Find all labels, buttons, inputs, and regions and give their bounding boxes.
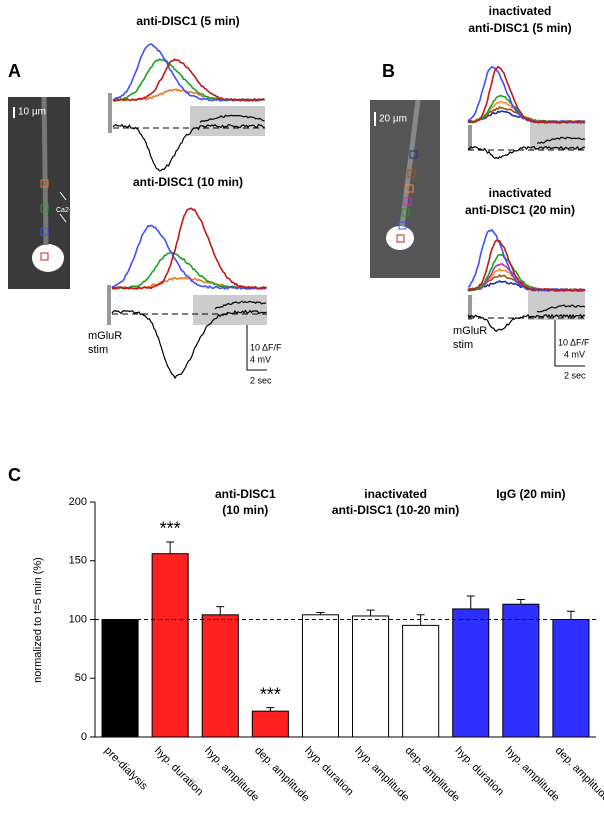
roi — [401, 208, 410, 217]
bar — [201, 614, 239, 738]
y-tick-label: 100 — [69, 613, 87, 625]
group-label: anti-DISC1 — [215, 487, 276, 501]
scale-label: 10 µm — [18, 107, 46, 118]
trace-title: anti-DISC1 (20 min) — [465, 203, 575, 217]
roi — [40, 204, 49, 213]
trace — [467, 239, 586, 292]
y-axis-label: normalized to t=5 min (%) — [32, 557, 44, 683]
x-tick-label: hyp. amplitude — [202, 745, 261, 804]
bar — [251, 710, 289, 738]
scale-label: 10 ΔF/F — [250, 342, 282, 352]
bar — [502, 603, 540, 738]
error-bar — [416, 614, 425, 626]
scale-bar — [554, 320, 585, 367]
group-label: (10 min) — [222, 503, 268, 517]
error-bar — [166, 541, 175, 554]
trace — [467, 145, 586, 160]
trace-title: anti-DISC1 (10 min) — [133, 175, 243, 189]
error-bar — [266, 707, 275, 712]
trace — [111, 207, 267, 291]
error-bar — [366, 609, 375, 616]
bar — [151, 553, 189, 738]
trace — [199, 114, 265, 123]
scale-label: 4 mV — [250, 354, 271, 364]
roi — [398, 221, 407, 230]
x-tick-label: hyp. amplitude — [503, 745, 562, 804]
bar — [301, 614, 339, 738]
y-tick-label: 200 — [69, 496, 87, 508]
scale-label: 2 sec — [250, 375, 272, 385]
trace-title: inactivated — [489, 186, 552, 200]
significance: *** — [160, 519, 181, 539]
bar — [352, 615, 390, 738]
bar — [402, 624, 440, 738]
arrows — [59, 191, 67, 223]
panel-label: C — [8, 465, 21, 485]
roi — [403, 197, 412, 206]
scale-label: 4 mV — [564, 349, 585, 359]
x-tick-label: hyp. amplitude — [352, 745, 411, 804]
panel-label: B — [382, 61, 395, 81]
trace-title: inactivated — [489, 4, 552, 18]
error-bar — [316, 611, 325, 615]
trace — [112, 58, 265, 102]
scale-label: 10 ΔF/F — [558, 337, 590, 347]
scale-label: 20 µm — [379, 114, 407, 125]
shade — [530, 120, 585, 150]
ion-label: Ca2+ — [56, 207, 73, 214]
stim-label: stim — [88, 344, 108, 356]
group-label: IgG (20 min) — [496, 487, 565, 501]
trace — [467, 65, 586, 125]
rois — [40, 150, 418, 261]
group-label: inactivated — [364, 487, 427, 501]
bar — [101, 619, 139, 738]
trace — [467, 313, 586, 333]
error-bar — [216, 606, 225, 615]
error-bar — [566, 610, 575, 620]
bar — [552, 619, 590, 738]
error-bar — [466, 595, 475, 609]
x-tick-label: pre-dialysis — [102, 745, 150, 793]
roi — [396, 234, 405, 243]
roi — [405, 184, 414, 193]
roi — [40, 252, 49, 261]
y-tick-label: 0 — [81, 731, 87, 743]
soma — [386, 226, 414, 250]
dendrite — [41, 96, 49, 246]
roi — [407, 169, 416, 178]
roi — [40, 179, 49, 188]
trace — [111, 309, 267, 380]
significance: *** — [260, 684, 281, 704]
trace — [111, 251, 267, 290]
x-tick-label: hyp. duration — [453, 745, 506, 798]
x-tick-label: hyp. duration — [152, 745, 205, 798]
y-tick-label: 150 — [69, 555, 87, 567]
trace — [111, 224, 268, 291]
trace — [214, 300, 267, 310]
x-tick-label: hyp. duration — [302, 745, 355, 798]
roi — [409, 150, 418, 159]
stim-label: mGluR — [453, 325, 487, 337]
trace-title: anti-DISC1 (5 min) — [468, 21, 571, 35]
error-bar — [516, 599, 525, 605]
scale-bar — [246, 325, 267, 371]
trace — [536, 304, 586, 313]
y-tick-label: 50 — [75, 672, 87, 684]
shade — [193, 295, 267, 325]
scale-label: 2 sec — [564, 370, 586, 380]
group-label: anti-DISC1 (10-20 min) — [332, 503, 459, 517]
stim-label: stim — [453, 339, 473, 351]
bar — [452, 608, 490, 738]
trace-title: anti-DISC1 (5 min) — [136, 14, 239, 28]
trace — [536, 136, 586, 144]
trace — [112, 123, 265, 172]
stim-label: mGluR — [88, 330, 122, 342]
panel-label: A — [8, 61, 21, 81]
roi — [40, 227, 49, 236]
